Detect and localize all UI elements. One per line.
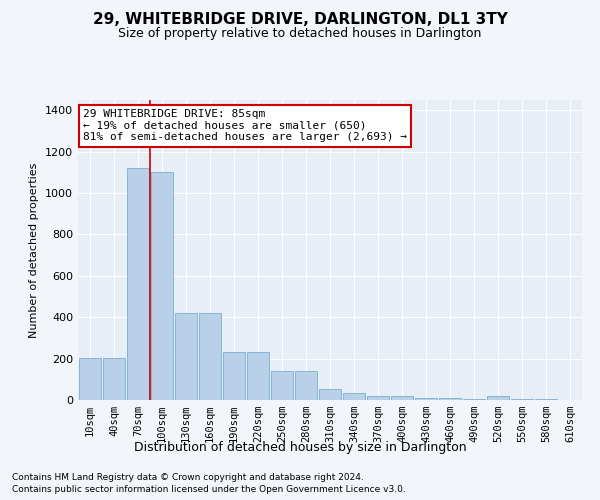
Bar — [127, 168, 149, 400]
Bar — [319, 388, 341, 400]
Bar — [463, 399, 485, 400]
Bar — [295, 371, 317, 400]
Text: Contains public sector information licensed under the Open Government Licence v3: Contains public sector information licen… — [12, 485, 406, 494]
Bar — [223, 352, 245, 400]
Bar — [415, 398, 437, 400]
Bar — [103, 358, 125, 400]
Bar — [247, 352, 269, 400]
Bar — [487, 396, 509, 400]
Y-axis label: Number of detached properties: Number of detached properties — [29, 162, 40, 338]
Bar — [343, 393, 365, 400]
Text: Size of property relative to detached houses in Darlington: Size of property relative to detached ho… — [118, 28, 482, 40]
Bar — [151, 172, 173, 400]
Text: Distribution of detached houses by size in Darlington: Distribution of detached houses by size … — [134, 441, 466, 454]
Bar — [367, 396, 389, 400]
Bar — [79, 358, 101, 400]
Bar — [439, 398, 461, 400]
Bar — [199, 313, 221, 400]
Bar — [175, 313, 197, 400]
Text: Contains HM Land Registry data © Crown copyright and database right 2024.: Contains HM Land Registry data © Crown c… — [12, 472, 364, 482]
Bar — [391, 396, 413, 400]
Bar — [511, 399, 533, 400]
Text: 29 WHITEBRIDGE DRIVE: 85sqm
← 19% of detached houses are smaller (650)
81% of se: 29 WHITEBRIDGE DRIVE: 85sqm ← 19% of det… — [83, 109, 407, 142]
Bar — [535, 399, 557, 400]
Bar — [271, 371, 293, 400]
Text: 29, WHITEBRIDGE DRIVE, DARLINGTON, DL1 3TY: 29, WHITEBRIDGE DRIVE, DARLINGTON, DL1 3… — [92, 12, 508, 28]
